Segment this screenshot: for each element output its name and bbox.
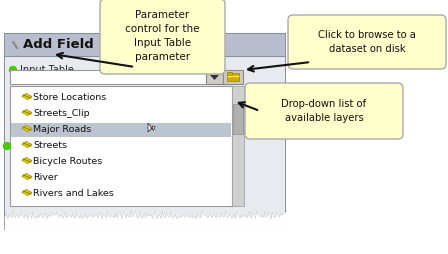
Text: Drop-down list of
available layers: Drop-down list of available layers (281, 99, 366, 123)
Polygon shape (22, 173, 32, 180)
FancyBboxPatch shape (5, 34, 285, 229)
Polygon shape (148, 123, 155, 132)
Polygon shape (210, 75, 219, 80)
Text: Streets_Clip: Streets_Clip (33, 109, 90, 119)
FancyBboxPatch shape (5, 56, 285, 229)
FancyBboxPatch shape (232, 86, 244, 206)
Text: River: River (33, 173, 58, 183)
FancyBboxPatch shape (11, 123, 231, 137)
Circle shape (4, 142, 10, 150)
FancyBboxPatch shape (206, 70, 223, 84)
FancyBboxPatch shape (223, 70, 243, 84)
FancyBboxPatch shape (227, 73, 239, 81)
FancyBboxPatch shape (10, 86, 232, 206)
FancyBboxPatch shape (10, 70, 206, 84)
Text: Add Field: Add Field (23, 39, 94, 52)
Circle shape (9, 67, 17, 73)
Text: Input Table: Input Table (20, 65, 74, 75)
Polygon shape (22, 141, 32, 148)
Polygon shape (22, 125, 32, 132)
FancyBboxPatch shape (100, 0, 225, 74)
FancyBboxPatch shape (5, 34, 285, 56)
FancyBboxPatch shape (227, 72, 232, 75)
Polygon shape (22, 93, 32, 100)
Polygon shape (22, 157, 32, 164)
Text: Rivers and Lakes: Rivers and Lakes (33, 189, 114, 198)
Text: Streets: Streets (33, 141, 67, 151)
Text: Major Roads: Major Roads (33, 125, 91, 135)
FancyBboxPatch shape (245, 83, 403, 139)
Polygon shape (22, 189, 32, 196)
FancyBboxPatch shape (288, 15, 446, 69)
Text: Click to browse to a
dataset on disk: Click to browse to a dataset on disk (318, 30, 416, 54)
Text: Bicycle Routes: Bicycle Routes (33, 157, 102, 167)
Text: Parameter
control for the
Input Table
parameter: Parameter control for the Input Table pa… (125, 10, 200, 62)
Text: Store Locations: Store Locations (33, 93, 106, 103)
FancyBboxPatch shape (233, 104, 243, 134)
Polygon shape (22, 109, 32, 116)
